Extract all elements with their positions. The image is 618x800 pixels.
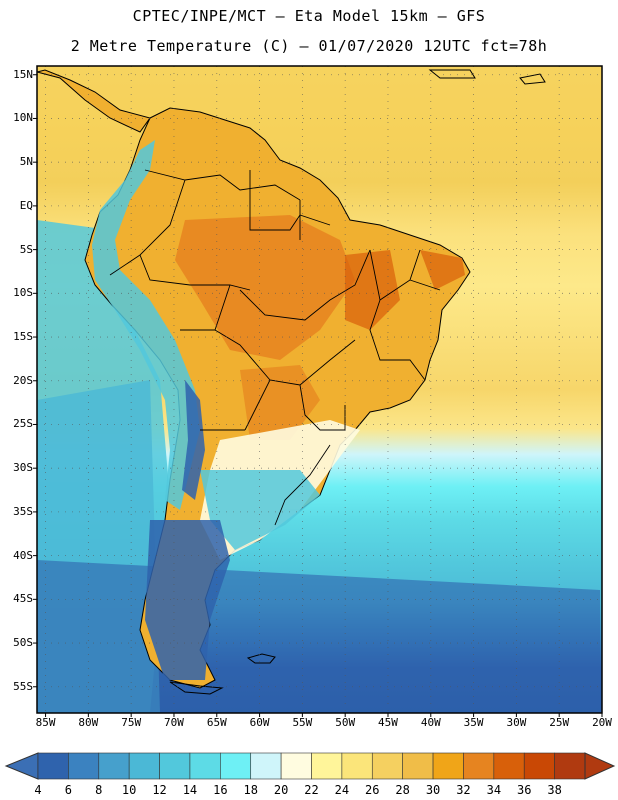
andes-cold-zone bbox=[92, 140, 200, 510]
lon-label: 45W bbox=[378, 716, 398, 729]
colorbar-bin bbox=[98, 752, 130, 780]
colorbar-label: 20 bbox=[273, 783, 289, 797]
colorbar-bin bbox=[128, 752, 160, 780]
colorbar-label: 34 bbox=[486, 783, 502, 797]
lat-label: 25S bbox=[13, 417, 33, 431]
map-frame bbox=[36, 65, 603, 714]
lon-label: 70W bbox=[164, 716, 184, 729]
caribbean-islands bbox=[428, 69, 476, 79]
lon-label: 60W bbox=[249, 716, 270, 729]
country-borders bbox=[109, 169, 441, 526]
colorbar-bin bbox=[341, 752, 373, 780]
lat-label: 40S bbox=[13, 548, 33, 562]
colorbar-label: 10 bbox=[121, 783, 137, 797]
lat-label: 55S bbox=[13, 679, 33, 693]
lon-label: 35W bbox=[463, 716, 484, 729]
colorbar-label: 18 bbox=[243, 783, 258, 797]
chaco-hot-zone bbox=[240, 365, 320, 440]
colorbar-label: 22 bbox=[304, 783, 319, 797]
colorbar-bin bbox=[311, 752, 343, 780]
colorbar-high-arrow bbox=[584, 752, 616, 780]
lon-label: 65W bbox=[206, 716, 227, 729]
colorbar-label: 24 bbox=[334, 783, 350, 797]
lon-label: 20W bbox=[592, 716, 612, 729]
central-america-land bbox=[37, 69, 151, 133]
colorbar-bin bbox=[280, 752, 312, 780]
colorbar-bin bbox=[371, 752, 403, 780]
lat-label: 10N bbox=[13, 111, 33, 125]
lon-label: 55W bbox=[292, 716, 313, 729]
map-field bbox=[37, 66, 602, 713]
lat-label: 5S bbox=[19, 242, 33, 256]
colorbar-label: 38 bbox=[547, 783, 562, 797]
colorbar-label: 26 bbox=[365, 783, 380, 797]
lon-label: 40W bbox=[420, 716, 441, 729]
colorbar-bin bbox=[68, 752, 100, 780]
colorbar-label: 28 bbox=[395, 783, 410, 797]
lat-label: 5N bbox=[19, 155, 33, 169]
colorbar bbox=[4, 752, 616, 780]
colorbar-label: 4 bbox=[34, 783, 42, 797]
colorbar-label: 32 bbox=[456, 783, 471, 797]
colorbar-bin bbox=[250, 752, 282, 780]
colorbar-bin bbox=[159, 752, 191, 780]
tierra-del-fuego bbox=[169, 681, 224, 695]
lon-label: 25W bbox=[549, 716, 570, 729]
ceara-hot-zone bbox=[420, 250, 465, 290]
lon-label: 75W bbox=[121, 716, 142, 729]
colorbar-label: 14 bbox=[182, 783, 198, 797]
patagonia-cold-zone bbox=[145, 520, 230, 680]
colorbar-bin bbox=[37, 752, 69, 780]
lat-label: 10S bbox=[13, 286, 33, 300]
colorbar-label: 8 bbox=[95, 783, 103, 797]
lesser-antilles bbox=[519, 73, 546, 85]
lat-label: 50S bbox=[13, 636, 33, 650]
lat-label: EQ bbox=[19, 198, 33, 212]
colorbar-bin bbox=[432, 752, 464, 780]
argentina-cool-zone bbox=[200, 470, 320, 550]
title-line-2: 2 Metre Temperature (C) – 01/07/2020 12U… bbox=[70, 37, 548, 55]
lon-label: 85W bbox=[35, 716, 56, 729]
colorbar-bin bbox=[554, 752, 586, 780]
lat-label: 20S bbox=[13, 373, 33, 387]
lon-label: 80W bbox=[78, 716, 99, 729]
colorbar-label: 30 bbox=[425, 783, 441, 797]
colorbar-bin bbox=[463, 752, 495, 780]
lat-label: 15N bbox=[13, 67, 33, 81]
colorbar-bin bbox=[523, 752, 555, 780]
lat-label: 30S bbox=[13, 461, 33, 475]
colorbar-label: 16 bbox=[213, 783, 228, 797]
lon-label: 50W bbox=[335, 716, 356, 729]
title-line-1: CPTEC/INPE/MCT – Eta Model 15km – GFS bbox=[132, 7, 486, 25]
lon-label: 30W bbox=[506, 716, 527, 729]
colorbar-low-arrow bbox=[4, 752, 39, 780]
colorbar-label: 36 bbox=[516, 783, 532, 797]
northeast-hot-zone bbox=[345, 250, 400, 330]
colorbar-label: 12 bbox=[152, 783, 167, 797]
lat-label: 45S bbox=[13, 592, 33, 606]
colorbar-bin bbox=[493, 752, 525, 780]
lat-label: 35S bbox=[13, 504, 33, 518]
andes-high-cold-zone bbox=[182, 380, 205, 500]
amazon-hot-zone bbox=[175, 215, 355, 360]
colorbar-bin bbox=[189, 752, 221, 780]
lat-lon-grid bbox=[37, 66, 603, 713]
colorbar-label: 6 bbox=[64, 783, 72, 797]
colorbar-bin bbox=[220, 752, 252, 780]
lat-label: 15S bbox=[13, 330, 33, 344]
colorbar-bin bbox=[402, 752, 434, 780]
